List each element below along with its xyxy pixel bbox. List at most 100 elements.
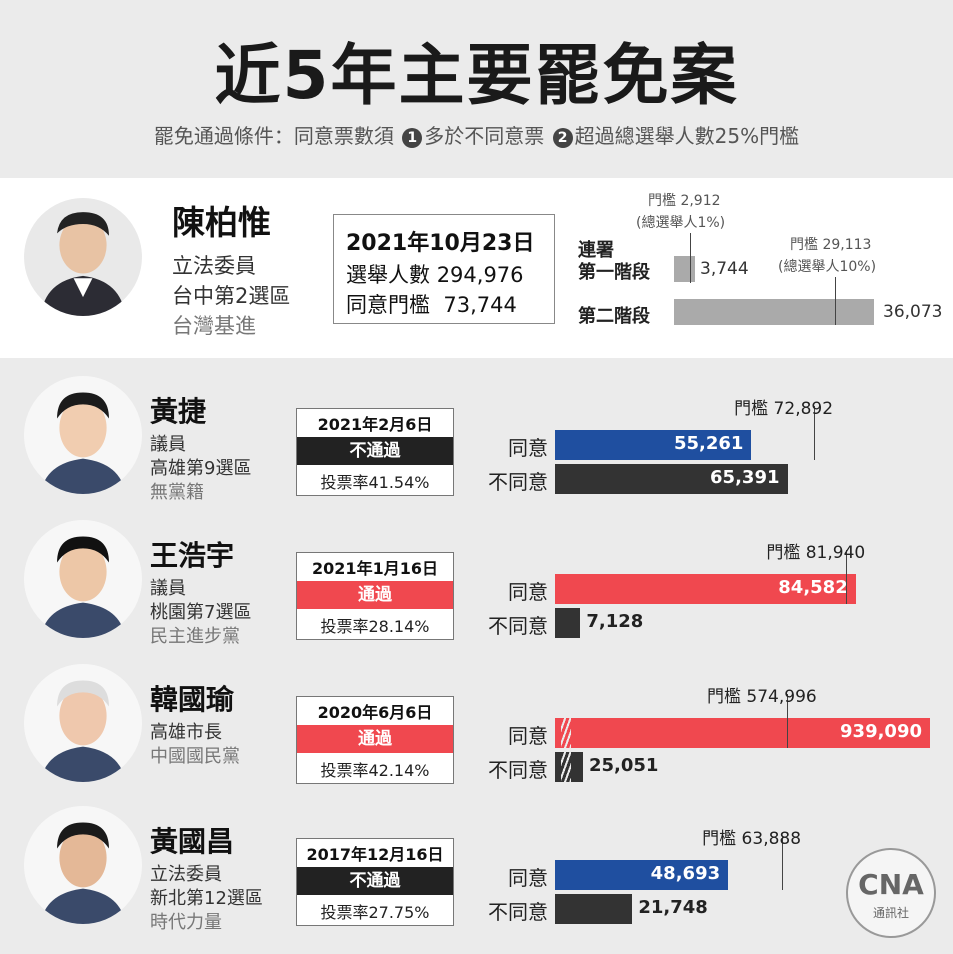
condition-2-text: 超過總選舉人數25%門檻 — [574, 124, 800, 148]
case-party: 中國國民黨 — [150, 746, 240, 767]
avatar-chen-po-wei — [24, 198, 142, 316]
case-date: 2021年1月16日 — [312, 559, 438, 578]
case-result-tag: 不通過 — [297, 867, 453, 895]
disagree-value: 21,748 — [638, 897, 708, 918]
agree-bar — [555, 430, 752, 460]
agree-bar — [555, 718, 930, 748]
stage2-label: 第二階段 — [578, 306, 650, 327]
featured-threshold-row: 同意門檻 73,744 — [346, 289, 517, 319]
case-district: 高雄第9選區 — [150, 458, 252, 479]
stage2-value: 36,073 — [883, 302, 943, 322]
threshold-marker — [774, 406, 816, 460]
stage1-bar — [674, 256, 695, 282]
agree-value: 55,261 — [674, 433, 744, 454]
stage1-label: 第一階段 — [578, 262, 650, 283]
case-district: 新北第12選區 — [150, 888, 263, 909]
stage2-threshold-note: (總選舉人10%) — [778, 259, 877, 275]
case-party: 時代力量 — [150, 912, 222, 933]
case-party: 無黨籍 — [150, 482, 204, 503]
featured-name: 陳柏惟 — [172, 203, 271, 242]
avatar — [24, 806, 142, 924]
case-name: 王浩宇 — [150, 539, 235, 572]
disagree-bar — [555, 608, 581, 638]
page-subtitle: 罷免通過條件：同意票數須 1 多於不同意票 2 超過總選舉人數25%門檻 — [0, 120, 953, 149]
case-result-tag: 通過 — [297, 725, 453, 753]
stage2-threshold-label: 門檻 29,113 — [790, 237, 872, 253]
threshold-label: 門檻 72,892 — [734, 399, 834, 419]
voters-value: 294,976 — [436, 263, 524, 287]
petition-label: 連署 — [578, 240, 614, 261]
case-date: 2021年2月6日 — [317, 415, 433, 434]
disagree-label: 不同意 — [488, 614, 548, 638]
case-turnout: 投票率28.14% — [320, 617, 430, 636]
stage1-threshold-label: 門檻 2,912 — [648, 193, 721, 209]
featured-party: 台灣基進 — [172, 314, 256, 338]
featured-info-box: 2021年10月23日 選舉人數 294,976 同意門檻 73,744 — [333, 214, 555, 324]
agree-bar — [555, 574, 856, 604]
featured-voters-row: 選舉人數 294,976 — [346, 259, 524, 289]
case-result-tag: 不通過 — [297, 437, 453, 465]
disagree-label: 不同意 — [488, 900, 548, 924]
disagree-bar — [555, 894, 633, 924]
threshold-label: 同意門檻 — [346, 293, 430, 317]
threshold-label: 門檻 81,940 — [766, 543, 866, 563]
featured-role: 立法委員 — [172, 254, 256, 278]
case-district: 桃園第7選區 — [150, 602, 252, 623]
disagree-value: 25,051 — [589, 755, 659, 776]
disagree-value: 7,128 — [586, 611, 644, 632]
case-date-box: 2021年1月16日通過投票率28.14% — [296, 552, 454, 640]
axis-break-mark — [561, 718, 571, 748]
case-party: 民主進步黨 — [150, 626, 240, 647]
case-name: 韓國瑜 — [150, 683, 235, 716]
agree-value: 84,582 — [778, 577, 848, 598]
agree-value: 48,693 — [650, 863, 721, 884]
case-role: 立法委員 — [150, 864, 222, 885]
disagree-value: 65,391 — [710, 467, 780, 488]
disagree-label: 不同意 — [488, 470, 548, 494]
case-turnout: 投票率27.75% — [320, 903, 430, 922]
avatar — [24, 664, 142, 782]
case-date-box: 2020年6月6日通過投票率42.14% — [296, 696, 454, 784]
case-date-box: 2021年2月6日不通過投票率41.54% — [296, 408, 454, 496]
case-date: 2017年12月16日 — [306, 845, 444, 864]
cna-logo-text: 通訊社 — [872, 906, 909, 920]
threshold-label: 門檻 63,888 — [702, 829, 802, 849]
case-result-tag: 通過 — [297, 581, 453, 609]
cna-logo-mark: CNA — [858, 868, 924, 901]
agree-label: 同意 — [508, 724, 548, 748]
threshold-marker — [742, 836, 784, 890]
case-role: 議員 — [150, 434, 186, 455]
condition-1-badge: 1 — [402, 128, 423, 148]
threshold-marker — [747, 694, 788, 748]
agree-label: 同意 — [508, 866, 548, 890]
case-date-box: 2017年12月16日不通過投票率27.75% — [296, 838, 454, 926]
page-title: 近5年主要罷免案 — [214, 37, 739, 114]
case-role: 高雄市長 — [150, 722, 222, 743]
case-turnout: 投票率42.14% — [320, 761, 430, 780]
agree-bar — [555, 860, 729, 890]
threshold-marker — [806, 550, 848, 604]
case-role: 議員 — [150, 578, 186, 599]
stage1-threshold-marker — [690, 233, 692, 283]
agree-label: 同意 — [508, 580, 548, 604]
voters-label: 選舉人數 — [346, 263, 430, 287]
case-date: 2020年6月6日 — [317, 703, 433, 722]
threshold-label: 門檻 574,996 — [707, 687, 817, 707]
subtitle-prefix: 罷免通過條件：同意票數須 — [153, 124, 394, 148]
case-name: 黃捷 — [150, 395, 207, 428]
agree-label: 同意 — [508, 436, 548, 460]
disagree-label: 不同意 — [488, 758, 548, 782]
featured-district: 台中第2選區 — [172, 284, 291, 308]
axis-break-mark — [561, 752, 571, 782]
agree-value: 939,090 — [840, 721, 922, 742]
stage1-threshold-note: (總選舉人1%) — [636, 215, 726, 231]
stage2-bar — [674, 299, 874, 325]
case-name: 黃國昌 — [150, 825, 235, 858]
stage1-value: 3,744 — [700, 259, 749, 279]
avatar — [24, 520, 142, 638]
case-turnout: 投票率41.54% — [320, 473, 430, 492]
stage2-threshold-marker — [835, 277, 837, 325]
threshold-value: 73,744 — [443, 293, 517, 317]
disagree-bar — [555, 464, 788, 494]
featured-date: 2021年10月23日 — [346, 231, 535, 256]
